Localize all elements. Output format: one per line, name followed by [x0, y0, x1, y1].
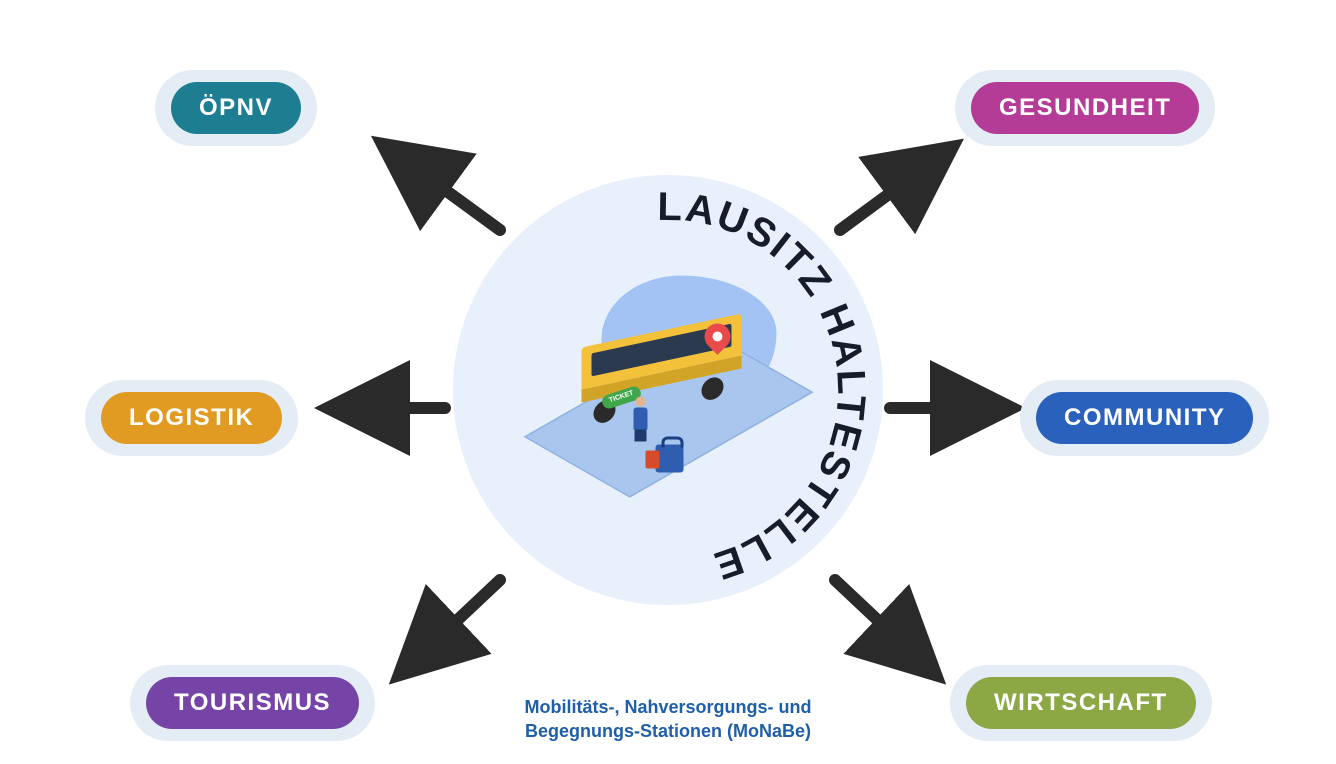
subtitle-line2: Begegnungs-Stationen (MoNaBe)	[468, 719, 868, 743]
node-label-logistik: LOGISTIK	[101, 392, 282, 444]
node-logistik: LOGISTIK	[85, 380, 298, 456]
node-tourismus: TOURISMUS	[130, 665, 375, 741]
node-label-community: COMMUNITY	[1036, 392, 1253, 444]
luggage-icon	[656, 444, 684, 472]
subtitle-line1: Mobilitäts-, Nahversorgungs- und	[468, 695, 868, 719]
node-label-wirtschaft: WIRTSCHAFT	[966, 677, 1196, 729]
central-hub: LAUSITZ HALTESTELLE TICKET	[453, 175, 883, 605]
subtitle-text: Mobilitäts-, Nahversorgungs- und Begegnu…	[468, 695, 868, 744]
person-icon	[632, 396, 650, 440]
node-label-gesundheit: GESUNDHEIT	[971, 82, 1199, 134]
node-community: COMMUNITY	[1020, 380, 1269, 456]
node-wirtschaft: WIRTSCHAFT	[950, 665, 1212, 741]
node-label-oepnv: ÖPNV	[171, 82, 301, 134]
node-label-tourismus: TOURISMUS	[146, 677, 359, 729]
diagram-canvas: LAUSITZ HALTESTELLE TICKET	[0, 0, 1336, 764]
node-oepnv: ÖPNV	[155, 70, 317, 146]
bus-stop-illustration: TICKET	[518, 240, 819, 541]
node-gesundheit: GESUNDHEIT	[955, 70, 1215, 146]
